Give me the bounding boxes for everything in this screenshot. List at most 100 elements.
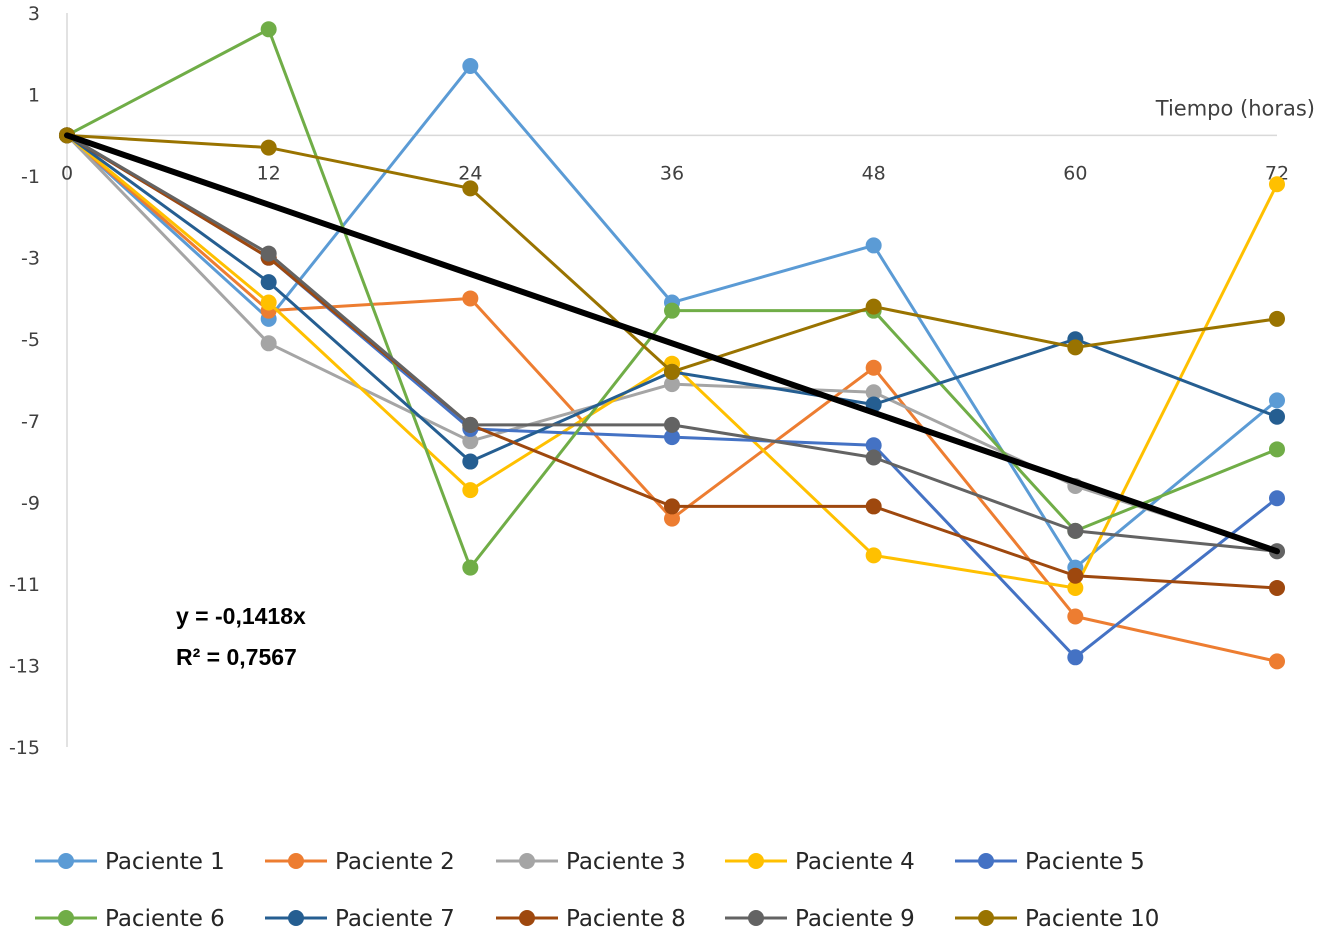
trendline-r-squared: R² = 0,7567 [176,644,297,670]
x-tick-label: 60 [1063,162,1087,184]
y-tick-labels: 3 1 -1 -3 -5 -7 -9 -11 -13 -15 [9,3,40,759]
data-point [865,384,882,401]
legend-label: Paciente 2 [335,849,455,875]
legend-swatch-marker [288,853,304,869]
legend-swatch-marker [519,910,535,926]
data-point [462,453,479,470]
data-point [1067,339,1084,356]
trendline [64,132,1280,555]
series-layer [59,21,1285,670]
data-point [664,498,680,515]
x-axis-title: Tiempo (horas) [1155,96,1315,120]
data-point [1269,490,1285,507]
y-tick-label: -3 [21,248,40,270]
legend-swatch-marker [288,910,304,926]
data-point [664,302,680,319]
legend-label: Paciente 8 [566,906,686,931]
data-point [462,482,479,499]
data-point [1269,310,1285,327]
data-point [865,298,882,315]
series-line [66,134,1278,659]
legend-item: Paciente 1 [35,849,225,875]
data-point [260,294,277,311]
data-point [1067,579,1084,596]
series-10 [59,127,1285,380]
x-tick-label: 36 [660,162,684,184]
data-point [260,139,277,156]
series-2 [59,127,1285,670]
data-point [1067,567,1084,584]
data-point [1269,441,1285,458]
data-point [664,376,680,393]
legend-label: Paciente 7 [335,906,455,931]
y-tick-label: -11 [9,574,40,596]
legend-label: Paciente 3 [566,849,686,875]
y-tick-label: -13 [9,655,40,677]
data-point [664,510,680,527]
x-tick-label: 24 [458,162,482,184]
data-point [462,416,479,433]
data-point [1269,579,1285,596]
y-tick-label: -7 [21,411,40,433]
data-point [664,363,680,380]
data-point [865,359,882,376]
data-point [664,416,680,433]
data-point [865,498,882,515]
data-point [865,547,882,564]
data-point [1067,649,1084,666]
data-point [1269,653,1285,670]
legend-label: Paciente 10 [1025,906,1159,931]
trendline-layer [64,132,1280,555]
x-tick-labels: 0 12 24 36 48 60 72 [61,162,1289,184]
legend-swatch-marker [978,910,994,926]
data-point [865,237,882,254]
data-point [462,433,479,450]
series-5 [59,127,1285,666]
legend-item: Paciente 6 [35,906,225,931]
data-point [1067,608,1084,625]
legend-item: Paciente 9 [725,906,915,931]
legend-item: Paciente 3 [496,849,686,875]
data-point [260,245,277,262]
data-point [664,429,680,446]
data-point [462,180,479,197]
legend-item: Paciente 2 [265,849,455,875]
data-point [462,559,479,576]
data-point [1269,408,1285,425]
legend-swatch-marker [978,853,994,869]
y-tick-label: -9 [21,492,40,514]
x-tick-label: 12 [257,162,281,184]
data-point [1067,522,1084,539]
y-tick-label: -1 [21,166,40,188]
data-point [260,274,277,291]
legend-label: Paciente 1 [105,849,225,875]
data-point [865,437,882,454]
legend: Paciente 1 Paciente 2 Paciente 3 Paciente 4… [35,849,1159,931]
data-point [1269,392,1285,409]
legend-item: Paciente 10 [955,906,1159,931]
y-tick-label: -5 [21,329,40,351]
legend-swatch-marker [519,853,535,869]
legend-label: Paciente 4 [795,849,915,875]
y-tick-label: 1 [28,85,40,107]
x-tick-label: 48 [862,162,886,184]
x-tick-label: 0 [61,162,73,184]
legend-swatch-marker [58,853,74,869]
data-point [260,335,277,352]
data-point [462,290,479,307]
data-point [1269,176,1285,193]
legend-label: Paciente 9 [795,906,915,931]
legend-swatch-marker [748,910,764,926]
legend-label: Paciente 5 [1025,849,1145,875]
trendline-equation: y = -0,1418x [176,603,306,629]
legend-item: Paciente 4 [725,849,915,875]
y-tick-label: -15 [9,737,40,759]
data-point [462,58,479,75]
legend-item: Paciente 7 [265,906,455,931]
legend-label: Paciente 6 [105,906,225,931]
legend-swatch-marker [58,910,74,926]
series-line [66,134,1278,663]
data-point [865,449,882,466]
x-tick-label: 72 [1265,162,1289,184]
